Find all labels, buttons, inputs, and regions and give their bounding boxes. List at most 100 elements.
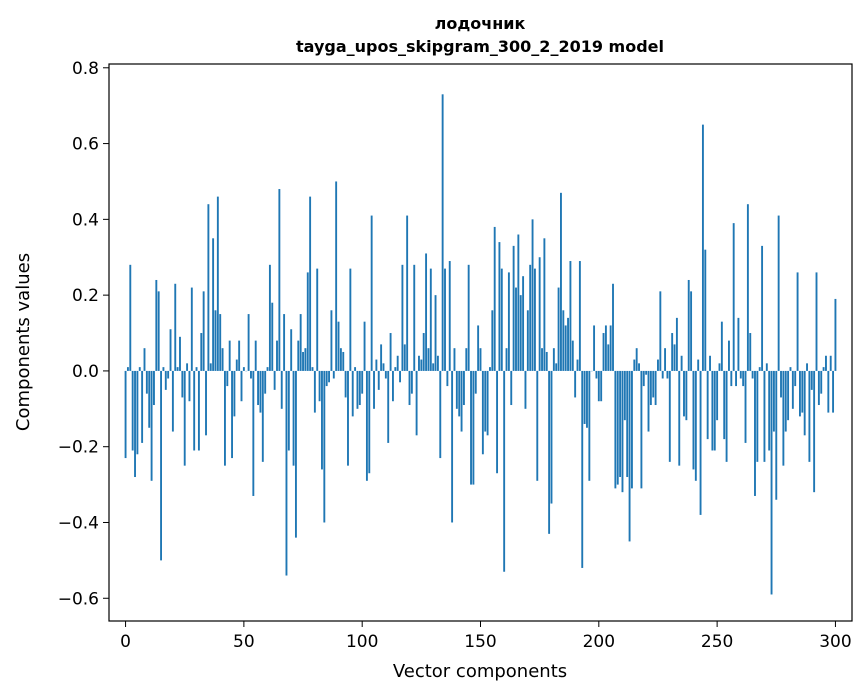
- bar: [280, 370, 283, 409]
- bar: [351, 370, 354, 417]
- bar: [181, 370, 184, 398]
- bar: [444, 268, 446, 371]
- bar: [342, 351, 345, 371]
- bar: [259, 370, 262, 413]
- bar: [647, 370, 650, 432]
- bar: [692, 370, 695, 470]
- bar: [238, 340, 241, 371]
- bar: [268, 264, 271, 371]
- chart-subtitle: tayga_upos_skipgram_300_2_2019 model: [296, 37, 664, 56]
- bar: [252, 370, 255, 496]
- bar: [543, 238, 546, 371]
- bar: [635, 348, 638, 371]
- bar: [694, 370, 697, 481]
- bar: [772, 370, 775, 432]
- bar: [526, 310, 529, 371]
- bar: [581, 370, 584, 568]
- bar: [188, 370, 191, 402]
- bar: [358, 370, 361, 406]
- bar: [597, 370, 600, 402]
- bar: [302, 351, 304, 371]
- bar: [370, 215, 373, 371]
- bar: [815, 272, 818, 371]
- bar: [524, 370, 527, 409]
- bar: [538, 257, 541, 371]
- bar: [808, 370, 811, 462]
- bar: [344, 370, 347, 398]
- bar: [671, 333, 674, 371]
- bar: [408, 370, 411, 406]
- bar: [820, 370, 823, 394]
- bar: [455, 370, 458, 409]
- bar: [709, 355, 711, 371]
- bar: [765, 363, 768, 371]
- bar: [806, 363, 808, 371]
- bar: [134, 370, 136, 478]
- bar: [373, 370, 375, 409]
- bar: [680, 355, 683, 371]
- bar: [687, 279, 690, 371]
- bar: [834, 298, 837, 371]
- bar: [462, 370, 465, 406]
- bar: [337, 321, 340, 371]
- bar: [531, 219, 534, 371]
- x-tick-label: 200: [583, 632, 615, 652]
- bar: [330, 310, 333, 371]
- bar: [735, 370, 737, 387]
- bar: [657, 359, 659, 371]
- bar: [287, 370, 290, 451]
- bar: [425, 253, 428, 371]
- bar: [209, 363, 212, 371]
- bar: [335, 181, 338, 371]
- bar: [160, 370, 162, 561]
- bar: [375, 359, 378, 371]
- x-tick-label: 0: [120, 632, 131, 652]
- bar: [347, 370, 349, 466]
- bar: [460, 370, 463, 432]
- bar: [441, 94, 444, 371]
- bar: [675, 317, 678, 371]
- bar: [195, 367, 198, 371]
- bar: [612, 283, 614, 371]
- bar: [718, 363, 721, 371]
- bar: [179, 336, 181, 371]
- bar: [661, 370, 664, 379]
- bar: [782, 370, 785, 466]
- bar: [363, 321, 366, 371]
- bar: [555, 363, 558, 371]
- bar: [746, 204, 749, 371]
- y-tick-label: 0.4: [72, 210, 99, 230]
- y-tick-label: −0.6: [58, 589, 99, 609]
- bar: [389, 333, 392, 371]
- bar: [254, 340, 257, 371]
- bar: [321, 370, 323, 470]
- bar: [141, 370, 144, 443]
- bar: [829, 355, 832, 371]
- bar: [505, 348, 508, 371]
- bar: [586, 370, 588, 428]
- bar: [257, 370, 260, 406]
- bar: [311, 367, 314, 371]
- bar: [403, 344, 406, 371]
- bar: [365, 370, 368, 481]
- bar: [716, 370, 719, 421]
- bar: [515, 287, 517, 371]
- bar: [377, 370, 380, 390]
- x-tick-label: 300: [819, 632, 851, 652]
- bar: [153, 370, 155, 406]
- bar: [226, 370, 229, 387]
- bar: [725, 370, 728, 462]
- bar: [642, 370, 645, 387]
- bar: [167, 370, 170, 379]
- bar: [332, 370, 335, 379]
- bar: [496, 370, 499, 474]
- bar: [796, 272, 799, 371]
- bar: [164, 370, 167, 390]
- bar: [297, 340, 300, 371]
- x-tick-label: 150: [464, 632, 496, 652]
- bar: [813, 370, 816, 493]
- bar: [202, 291, 205, 371]
- bar: [536, 370, 539, 481]
- bar: [666, 370, 669, 379]
- y-tick-label: −0.2: [58, 438, 99, 458]
